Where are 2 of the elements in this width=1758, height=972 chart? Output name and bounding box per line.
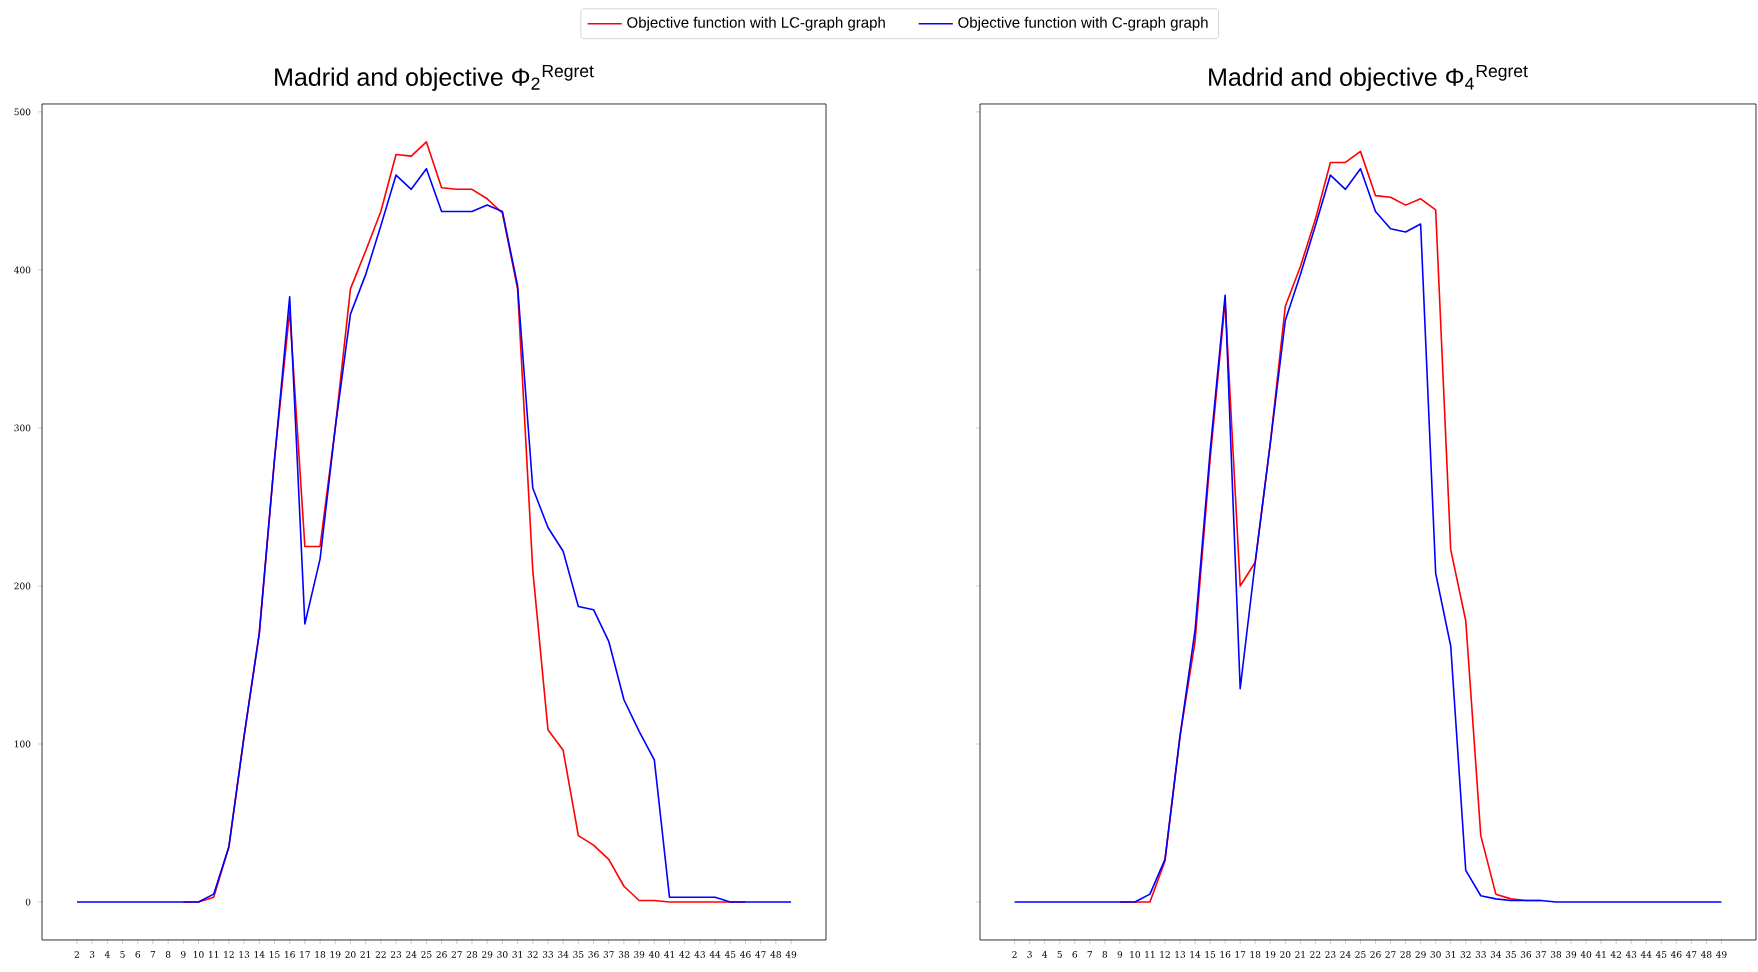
chart-title: Madrid and objective Φ$_{2}$Regret (275, 64, 594, 91)
chart-title: Madrid and objective Φ$_{4}$Regret (1209, 64, 1528, 91)
